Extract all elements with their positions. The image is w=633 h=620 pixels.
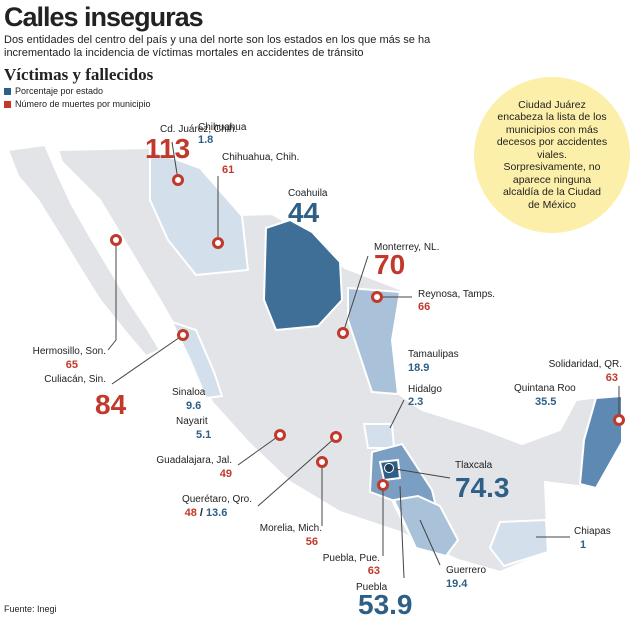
callout: Ciudad Juárez encabeza la lista de los m… [474, 77, 630, 233]
state-value: 13.6 [206, 507, 227, 519]
municipality-name: Chihuahua, Chih. [222, 152, 299, 163]
municipality-value: 84 [95, 389, 127, 420]
state-name: Quintana Roo [514, 383, 576, 394]
state-name: Guerrero [446, 565, 486, 576]
title: Calles inseguras [4, 2, 204, 32]
source: Fuente: Inegi [4, 604, 57, 614]
municipality-name: Culiacán, Sin. [44, 374, 106, 385]
state-value: 74.3 [455, 472, 510, 503]
state-value: 44 [288, 197, 320, 228]
guerrero-state [392, 494, 460, 558]
leader-line [107, 240, 117, 351]
state-name: Chihuahua [198, 122, 247, 133]
legend-item: Porcentaje por estado [4, 86, 103, 96]
municipality-value: 63 [368, 565, 380, 577]
municipality-name: Guadalajara, Jal. [156, 455, 232, 466]
leader-line [388, 467, 451, 479]
municipality-name: Cd. Juárez, Chih. [160, 124, 237, 135]
separator: / [200, 507, 203, 519]
state-name: Hidalgo [408, 384, 442, 395]
municipality-marker [337, 327, 349, 339]
municipality-marker [316, 456, 328, 468]
municipality-marker [212, 237, 224, 249]
municipality-value: 63 [606, 372, 618, 384]
municipality-name: Puebla, Pue. [323, 553, 380, 564]
leader-line [389, 399, 405, 429]
legend-label: Porcentaje por estado [15, 86, 104, 96]
municipality-name: Hermosillo, Son. [33, 346, 106, 357]
quintana-roo-state [578, 394, 623, 490]
leader-line [171, 141, 179, 181]
baja-california [6, 143, 162, 358]
tlaxcala-dot [384, 463, 394, 473]
municipality-value: 65 [66, 359, 78, 371]
municipality-value: 66 [418, 301, 430, 313]
legend-label: Número de muertes por municipio [15, 99, 151, 109]
state-value: 19.4 [446, 578, 468, 590]
municipality-marker [274, 429, 286, 441]
legend-item: Número de muertes por municipio [4, 99, 151, 109]
municipality-value: 61 [222, 164, 234, 176]
state-value: 1.8 [198, 134, 213, 146]
municipality-marker [377, 479, 389, 491]
leader-line [237, 434, 281, 466]
callout-text: Ciudad Juárez encabeza la lista de los m… [496, 98, 608, 211]
municipality-name: Morelia, Mich. [260, 523, 322, 534]
municipality-value: 113 [145, 133, 190, 164]
leader-line [257, 436, 337, 507]
sinaloa-state [170, 320, 224, 400]
state-name: Puebla [356, 582, 388, 593]
state-value: 18.9 [408, 362, 429, 374]
state-name: Nayarit [176, 416, 208, 427]
municipality-marker [177, 329, 189, 341]
state-value: 9.6 [186, 400, 201, 412]
leader-line [111, 334, 184, 385]
state-value: 5.1 [196, 429, 211, 441]
municipality-value: 56 [306, 536, 318, 548]
state-name: Coahuila [288, 188, 328, 199]
municipality-marker [172, 174, 184, 186]
state-name: Chiapas [574, 526, 611, 537]
leader-lines [107, 141, 620, 579]
municipality-name: Monterrey, NL. [374, 242, 439, 253]
municipality-value: 70 [374, 249, 405, 280]
tamaulipas-state [347, 286, 402, 396]
state-value: 35.5 [535, 396, 556, 408]
leader-line [399, 485, 405, 579]
coahuila-state [262, 218, 344, 332]
municipality-value: 49 [220, 468, 232, 480]
legend-swatch [4, 87, 11, 95]
state-value: 1 [580, 539, 586, 551]
legend-swatch [4, 100, 11, 108]
state-value: 53.9 [358, 589, 413, 620]
municipality-marker [330, 431, 342, 443]
municipality-marker [371, 291, 383, 303]
municipality-name: Querétaro, Qro. [182, 494, 252, 505]
state-value: 2.3 [408, 396, 423, 408]
state-name: Tlaxcala [455, 460, 493, 471]
municipality-marker [110, 234, 122, 246]
municipality-name: Solidaridad, QR. [549, 359, 622, 370]
chiapas-state [488, 518, 550, 568]
section-title: Víctimas y fallecidos [4, 65, 154, 84]
municipality-value: 48 [185, 507, 197, 519]
leader-line [419, 519, 441, 566]
hidalgo-state [362, 423, 396, 449]
subtitle: Dos entidades del centro del país y una … [4, 34, 431, 59]
state-name: Tamaulipas [408, 349, 459, 360]
municipality-name: Reynosa, Tamps. [418, 289, 495, 300]
municipality-marker [613, 414, 625, 426]
state-name: Sinaloa [172, 387, 206, 398]
leader-line [342, 255, 369, 334]
municipality-value-group: 48/13.6 [185, 507, 228, 519]
